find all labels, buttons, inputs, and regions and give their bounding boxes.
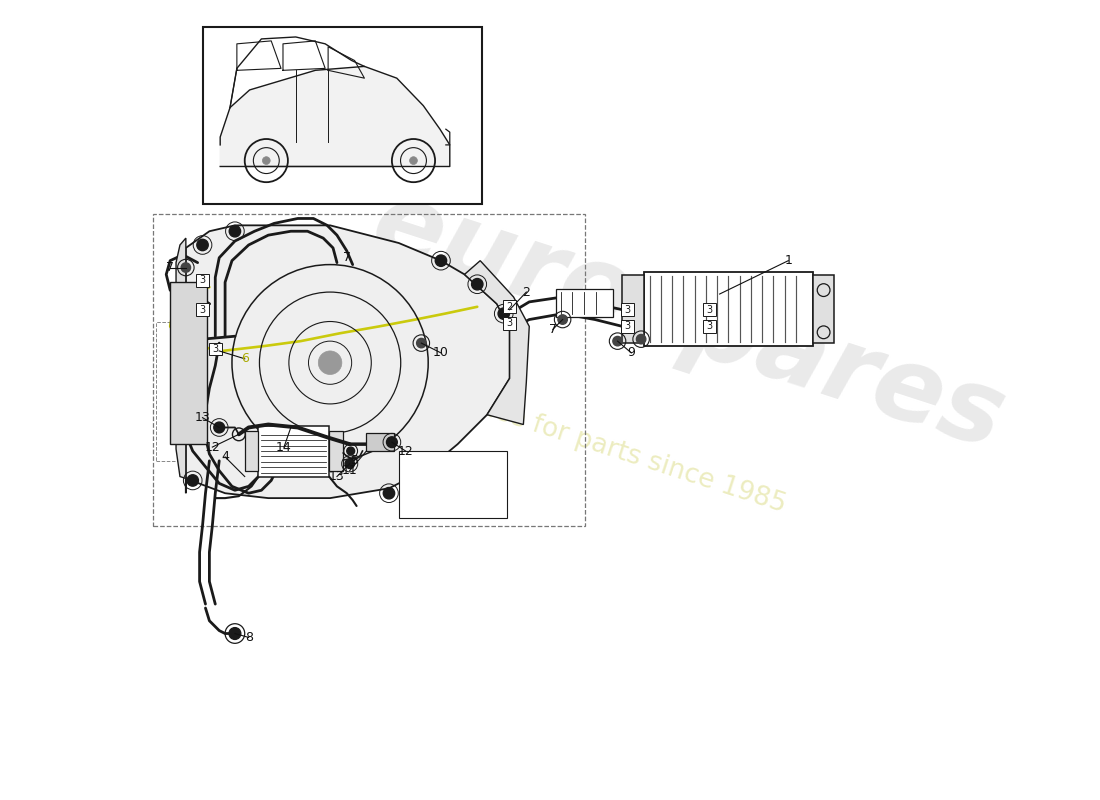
Bar bbox=[703, 320, 716, 333]
Circle shape bbox=[346, 447, 354, 455]
Bar bbox=[366, 434, 394, 451]
Bar bbox=[399, 451, 507, 518]
Bar bbox=[154, 214, 585, 526]
Circle shape bbox=[187, 474, 198, 486]
Text: 3: 3 bbox=[625, 322, 630, 331]
Bar bbox=[621, 303, 634, 316]
Bar bbox=[504, 301, 516, 313]
Text: 14: 14 bbox=[276, 441, 292, 454]
Text: 3: 3 bbox=[199, 275, 206, 286]
Bar bbox=[329, 431, 343, 470]
Text: 9: 9 bbox=[627, 346, 635, 359]
Text: 3: 3 bbox=[706, 305, 713, 314]
Text: 2: 2 bbox=[522, 286, 530, 298]
Circle shape bbox=[182, 263, 190, 272]
Text: a place for parts since 1985: a place for parts since 1985 bbox=[430, 380, 790, 518]
Text: 7: 7 bbox=[166, 261, 174, 274]
Circle shape bbox=[409, 157, 417, 165]
Circle shape bbox=[383, 487, 395, 499]
Text: 5: 5 bbox=[351, 454, 359, 467]
Text: 4: 4 bbox=[221, 450, 229, 463]
Text: 7: 7 bbox=[343, 251, 351, 264]
Text: 13: 13 bbox=[329, 470, 344, 483]
Bar bbox=[244, 431, 258, 470]
Bar bbox=[623, 275, 645, 343]
Bar bbox=[621, 320, 634, 333]
Bar bbox=[196, 274, 209, 286]
Bar bbox=[209, 342, 222, 355]
Polygon shape bbox=[186, 226, 509, 498]
Bar bbox=[258, 426, 329, 477]
Polygon shape bbox=[464, 261, 529, 425]
Text: 3: 3 bbox=[507, 318, 513, 329]
Circle shape bbox=[345, 459, 354, 469]
Text: 3: 3 bbox=[212, 344, 218, 354]
Text: 11: 11 bbox=[342, 464, 358, 477]
Circle shape bbox=[213, 422, 224, 433]
Text: 12: 12 bbox=[205, 441, 220, 454]
Text: 2: 2 bbox=[506, 302, 513, 312]
Bar bbox=[813, 275, 835, 343]
Circle shape bbox=[197, 239, 208, 250]
Text: 3: 3 bbox=[199, 305, 206, 314]
Circle shape bbox=[498, 308, 509, 319]
Circle shape bbox=[318, 351, 342, 374]
Bar bbox=[645, 273, 813, 346]
Circle shape bbox=[558, 315, 568, 324]
Bar bbox=[703, 303, 716, 316]
Text: 8: 8 bbox=[244, 631, 253, 644]
Bar bbox=[504, 317, 516, 330]
Text: eurospares: eurospares bbox=[360, 172, 1016, 471]
Circle shape bbox=[263, 157, 271, 165]
Bar bbox=[196, 303, 209, 316]
Text: 1: 1 bbox=[784, 254, 792, 267]
Polygon shape bbox=[176, 238, 186, 478]
Text: 3: 3 bbox=[706, 322, 713, 331]
Text: 6: 6 bbox=[241, 352, 249, 366]
Text: 12: 12 bbox=[398, 445, 414, 458]
Text: 7: 7 bbox=[549, 323, 557, 336]
Circle shape bbox=[613, 337, 623, 346]
Circle shape bbox=[386, 437, 397, 447]
Bar bbox=[556, 289, 613, 317]
Polygon shape bbox=[220, 66, 450, 166]
Circle shape bbox=[229, 628, 241, 639]
Circle shape bbox=[417, 338, 426, 348]
Text: 13: 13 bbox=[195, 411, 210, 424]
Bar bbox=[202, 27, 482, 204]
Text: 3: 3 bbox=[625, 305, 630, 314]
Circle shape bbox=[637, 334, 646, 344]
Circle shape bbox=[472, 278, 483, 290]
Bar bbox=[170, 282, 208, 444]
Text: 10: 10 bbox=[433, 346, 449, 359]
Circle shape bbox=[436, 255, 447, 266]
Bar bbox=[156, 322, 270, 461]
Circle shape bbox=[229, 226, 241, 237]
